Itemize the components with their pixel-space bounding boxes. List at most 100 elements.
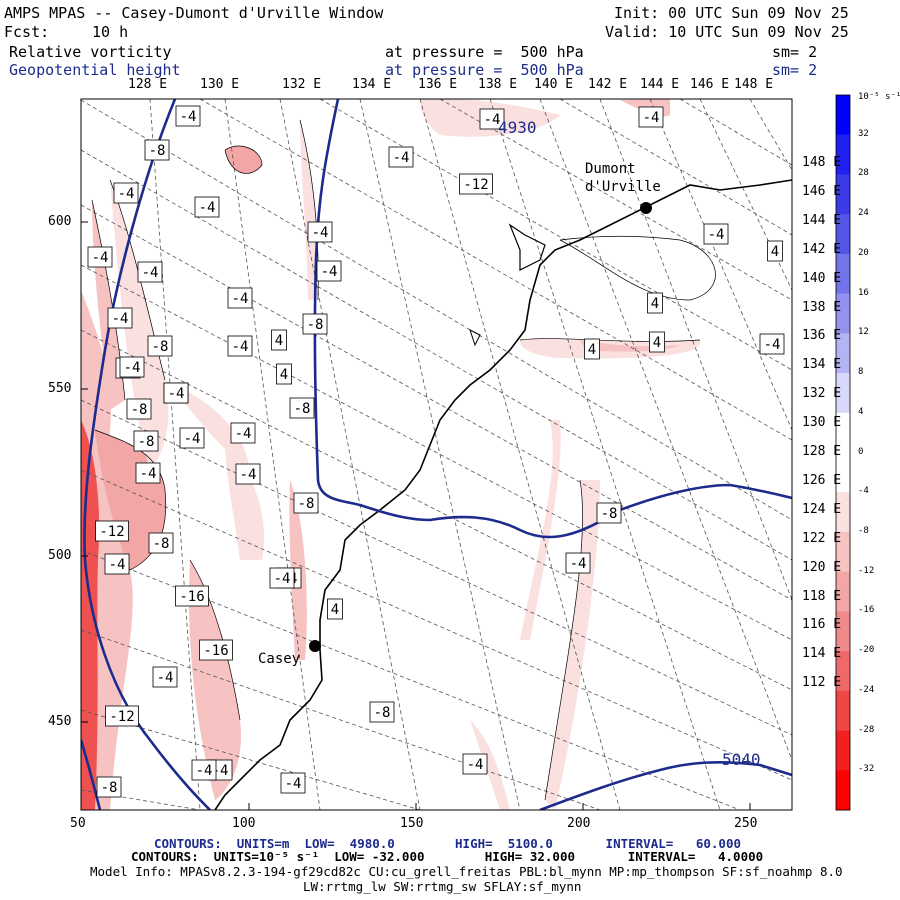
svg-text:-4: -4 [285, 776, 302, 792]
vorticity-contour-label: 4 [647, 292, 663, 314]
x-axis-label: 250 [734, 816, 758, 831]
colorbar-swatch [836, 214, 850, 255]
top-lon-label: 136 E [418, 77, 458, 92]
svg-text:-4: -4 [124, 360, 141, 376]
colorbar-tick-label: -16 [858, 605, 875, 616]
svg-text:-4: -4 [484, 112, 501, 128]
vorticity-contour-label: -4 [280, 772, 306, 794]
right-lon-label: 132 E [802, 386, 842, 402]
x-axis-label: 150 [400, 816, 424, 831]
colorbar-tick-label: 32 [858, 128, 869, 139]
top-lon-label: 134 E [352, 77, 392, 92]
vorticity-contour-label: -4 [163, 382, 189, 404]
vorticity-contour-label: -4 [269, 567, 295, 589]
colorbar-swatch [836, 452, 850, 493]
colorbar-tick-label: -24 [858, 684, 875, 695]
svg-text:4: 4 [275, 333, 283, 349]
svg-text:-4: -4 [196, 763, 213, 779]
svg-text:-12: -12 [109, 709, 134, 725]
vorticity-contour-label: -8 [596, 502, 622, 524]
top-lon-label: 128 E [128, 77, 168, 92]
right-lon-label: 144 E [802, 212, 842, 228]
svg-text:-4: -4 [142, 265, 159, 281]
svg-text:-4: -4 [274, 571, 291, 587]
colorbar-tick-label: -4 [858, 486, 869, 497]
vorticity-contour-label: -4 [107, 307, 133, 329]
vorticity-contour-label: -4 [703, 223, 729, 245]
init-time: Init: 00 UTC Sun 09 Nov 25 [614, 4, 849, 22]
dumont-durville-station-marker [640, 202, 652, 214]
svg-text:-8: -8 [138, 434, 155, 450]
field2-smoothing: sm= 2 [772, 61, 818, 79]
x-axis-label: 200 [567, 816, 591, 831]
colorbar-swatch [836, 174, 850, 215]
top-lon-label: 130 E [200, 77, 240, 92]
right-lon-label: 128 E [802, 444, 842, 459]
svg-text:-12: -12 [463, 177, 488, 193]
colorbar-swatch [836, 571, 850, 612]
fcst-value: 10 h [92, 23, 129, 41]
footer-model-info-2: LW:rrtmg_lw SW:rrtmg_sw SFLAY:sf_mynn [303, 879, 582, 894]
vorticity-contour-label: -4 [462, 753, 488, 775]
svg-text:4: 4 [331, 602, 339, 618]
colorbar-swatch [836, 412, 850, 453]
svg-text:-4: -4 [393, 150, 410, 166]
colorbar-swatch [836, 293, 850, 334]
colorbar-tick-label: -32 [858, 764, 875, 775]
top-lon-label: 144 E [640, 77, 680, 92]
casey-label: Casey [258, 651, 301, 667]
svg-text:-8: -8 [307, 317, 324, 333]
vorticity-contour-label: -12 [95, 520, 129, 542]
vorticity-contour-label: -4 [479, 108, 505, 130]
colorbar-swatch [836, 134, 850, 175]
vorticity-contour-label: -4 [307, 221, 333, 243]
fcst-label: Fcst: [4, 23, 50, 41]
footer-height-contours: CONTOURS: UNITS=m LOW= 4980.0 HIGH= 5100… [154, 836, 741, 851]
vorticity-contour-label: -4 [119, 356, 145, 378]
colorbar-swatch [836, 531, 850, 573]
top-lon-label: 146 E [690, 77, 730, 92]
colorbar-tick-label: 12 [858, 327, 869, 338]
colorbar-frame [835, 94, 851, 811]
svg-text:-4: -4 [232, 291, 249, 307]
vorticity-contour-label: -4 [152, 666, 178, 688]
colorbar-tick-label: -28 [858, 724, 875, 735]
vorticity-contour-label: -8 [147, 335, 173, 357]
top-lon-label: 140 E [534, 77, 574, 92]
right-lon-label: 120 E [802, 559, 842, 575]
vorticity-contour-label: -8 [144, 139, 170, 161]
right-lon-label: 142 E [802, 241, 842, 257]
svg-text:-4: -4 [92, 250, 109, 266]
y-axis-label: 450 [48, 714, 72, 729]
vorticity-contour-label: -4 [565, 552, 591, 574]
vorticity-contour-label: -8 [126, 398, 152, 420]
top-lon-label: 142 E [588, 77, 628, 92]
footer-model-info: Model Info: MPASv8.2.3-194-gf29cd82c CU:… [90, 864, 843, 879]
svg-text:4: 4 [771, 244, 779, 260]
svg-text:-16: -16 [203, 643, 228, 659]
svg-text:-8: -8 [131, 402, 148, 418]
height-label-4930: 4930 [498, 118, 537, 137]
svg-text:-4: -4 [109, 557, 126, 573]
vorticity-contour-label: -4 [179, 427, 205, 449]
vorticity-contour-label: -12 [459, 173, 493, 195]
vorticity-contour-label: -4 [227, 287, 253, 309]
vorticity-contour-label: 4 [584, 338, 600, 360]
axis-ticks [80, 221, 751, 810]
casey-station-marker [309, 640, 321, 652]
vorticity-contour-label: -12 [105, 705, 139, 727]
colorbar-tick-label: -8 [858, 525, 869, 536]
vorticity-contour-label: -4 [87, 246, 113, 268]
vorticity-contour-label: -8 [289, 397, 315, 419]
colorbar-tick-label: 24 [858, 208, 869, 219]
vorticity-contour-label: -8 [293, 492, 319, 514]
vorticity-contour-label: -4 [316, 260, 342, 282]
right-lon-label: 140 E [802, 270, 842, 286]
footer-vorticity-contours: CONTOURS: UNITS=10⁻⁵ s⁻¹ LOW= -32.000 HI… [131, 849, 764, 864]
svg-text:-4: -4 [321, 264, 338, 280]
svg-text:-16: -16 [179, 589, 204, 605]
svg-text:4: 4 [280, 367, 288, 383]
map-background [81, 99, 792, 810]
vorticity-contour-label: -4 [759, 333, 785, 355]
vorticity-label-layer: -4 -8 -4 -4 -4 -4 -4 -8 -4 -8 -4 -8 -4 -8 -4 -4 -8 -4 -4 -8… [87, 105, 785, 798]
